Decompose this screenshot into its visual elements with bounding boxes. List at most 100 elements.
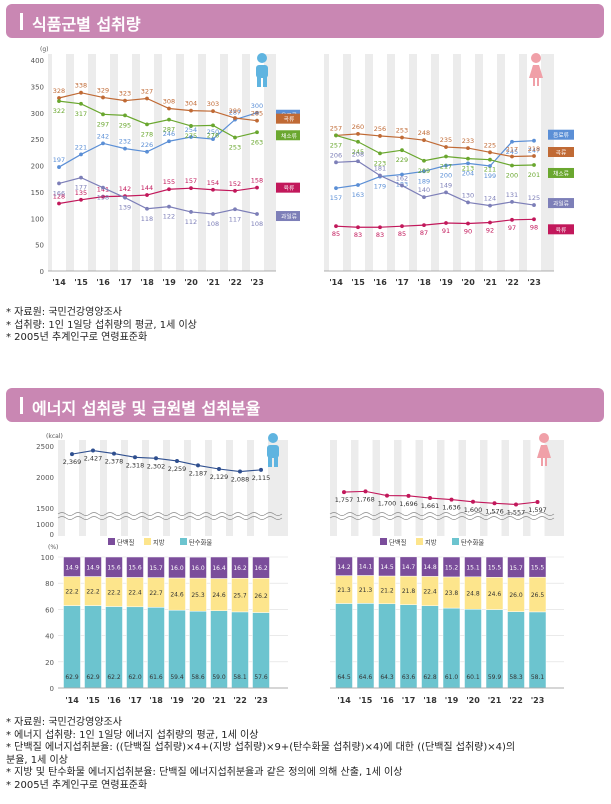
data-label: 197 [53,156,65,164]
data-point [422,195,426,200]
data-point [57,165,61,169]
data-label: 1,557 [507,508,526,516]
bar-segment [442,556,461,578]
data-point [145,96,149,101]
data-label: 131 [506,191,518,199]
bar-value-label: 16.0 [170,565,184,572]
section-title-food: 식품군별 섭취량 [32,15,141,34]
y-tick-label: 80 [45,580,54,588]
notes-food: * 자료원: 국민건강영양조사 * 섭취량: 1인 1일당 섭취량의 평균, 1… [6,307,606,345]
data-point [510,139,514,144]
series-line [58,187,258,205]
bar-value-label: 25.3 [191,592,205,599]
data-point [167,139,171,144]
legend-label: 탄수화물 [189,538,212,547]
data-point [112,451,116,456]
data-label: 128 [53,192,65,200]
x-tick-label: '14 [337,696,351,705]
data-label: 83 [354,231,362,239]
x-tick-label: '17 [402,696,416,705]
data-label: 1,600 [464,506,483,514]
y-tick-label: 350 [31,83,44,91]
male-icon-body [267,445,279,458]
column-stripe [250,54,264,271]
data-point [378,225,382,230]
data-label: 2,187 [189,469,208,477]
bar-value-label: 26.5 [531,592,545,599]
bar-value-label: 14.2 [337,564,351,571]
legend-label: 육류 [556,227,567,234]
data-point [492,501,497,506]
data-label: 157 [330,194,342,202]
data-label: 209 [418,167,430,175]
bar-value-label: 16.4 [212,565,226,572]
legend-label: 곡류 [284,116,295,123]
data-label: 141 [97,186,109,194]
data-label: 189 [418,177,430,185]
bar-value-label: 22.2 [65,589,79,596]
bar-value-label: 58.6 [191,674,205,681]
data-label: 98 [530,223,538,231]
data-label: 287 [163,126,175,134]
bar-value-label: 15.7 [149,565,163,572]
data-point [466,156,470,161]
data-label: 83 [376,231,384,239]
data-point [145,122,149,127]
x-tick-label: '14 [52,278,66,287]
bar-segment [126,556,144,578]
male-icon-leg [263,77,267,87]
bar-value-label: 21.3 [359,587,373,594]
x-tick-label: '19 [162,278,176,287]
data-point [385,493,389,498]
data-label: 221 [75,143,87,151]
legend-label: 탄수화물 [461,538,484,547]
data-label: 317 [75,110,87,118]
legend-box [276,182,300,193]
data-label: 201 [528,171,540,179]
data-point [406,493,411,498]
y-tick-label: 40 [45,633,54,641]
note-line: * 2005년 추계인구로 연령표준화 [6,332,148,343]
data-label: 124 [484,195,496,203]
data-point [356,183,360,187]
data-point [378,173,382,178]
data-label: 260 [352,123,364,131]
series-line [335,134,535,167]
data-label: 177 [75,184,87,192]
data-point [145,149,149,154]
data-point [57,99,61,104]
legend-swatch [144,538,151,545]
y-tick-label: 50 [35,242,44,250]
column-stripe [162,54,176,271]
data-label: 254 [185,126,197,134]
data-label: 140 [418,186,430,194]
data-point [400,148,404,153]
data-point [79,90,83,95]
female-icon-leg [537,78,539,86]
column-stripe [118,54,132,271]
bar-value-label: 22.4 [423,589,437,596]
data-point [123,98,127,103]
data-point [488,150,492,155]
y-tick-label: 100 [41,554,54,562]
data-point [510,154,514,159]
series-line [58,100,258,139]
data-point [532,138,536,143]
data-label: 257 [330,141,342,149]
data-point [356,131,360,136]
data-point [510,199,514,204]
legend-label: 음료류 [553,132,570,139]
data-label: 308 [163,98,175,106]
legend-label: 곡류 [556,150,567,157]
bar-value-label: 62.0 [128,674,142,681]
legend-label: 과일류 [553,200,570,208]
bar-value-label: 25.7 [233,593,247,600]
data-label: 2,369 [63,458,82,466]
data-label: 208 [352,150,364,158]
data-label: 181 [374,165,386,173]
data-point [422,223,426,228]
data-label: 233 [462,137,474,145]
data-point [532,217,536,222]
bar-value-label: 15.1 [466,564,480,571]
data-point [238,469,242,474]
